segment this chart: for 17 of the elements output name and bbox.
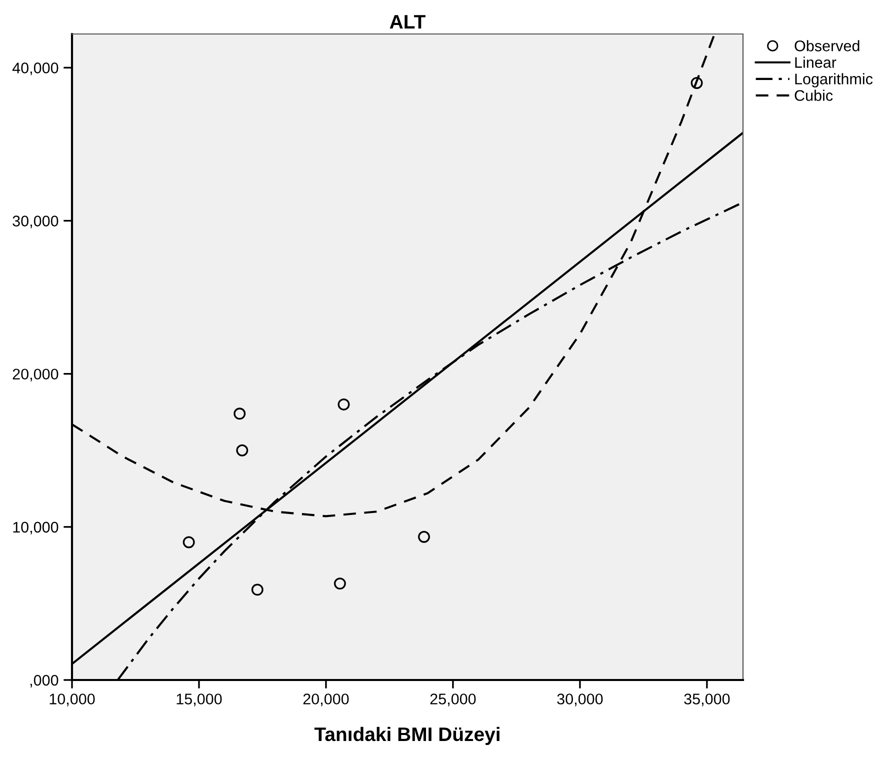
- x-tick-label: 10,000: [50, 694, 95, 706]
- x-axis-title: Tanıdaki BMI Düzeyi: [314, 726, 500, 746]
- y-tick-label: 10,000: [13, 522, 58, 534]
- legend-label: Logarithmic: [795, 73, 873, 88]
- legend-label: Cubic: [794, 90, 833, 101]
- y-tick-label: 40,000: [12, 62, 58, 76]
- x-tick-label: 15,000: [176, 694, 222, 706]
- legend-label: Linear: [795, 56, 836, 68]
- x-tick-label: 30,000: [557, 694, 603, 706]
- x-tick-label: 35,000: [684, 694, 730, 706]
- x-tick-label: 20,000: [303, 694, 349, 706]
- y-tick-label: 30,000: [12, 216, 58, 228]
- y-tick-label: ,000: [30, 674, 58, 688]
- legend-label: Observed: [794, 40, 860, 52]
- x-tick-label: 25,000: [430, 694, 476, 706]
- chart-title: ALT: [390, 15, 426, 28]
- y-tick-label: 20,000: [12, 368, 58, 382]
